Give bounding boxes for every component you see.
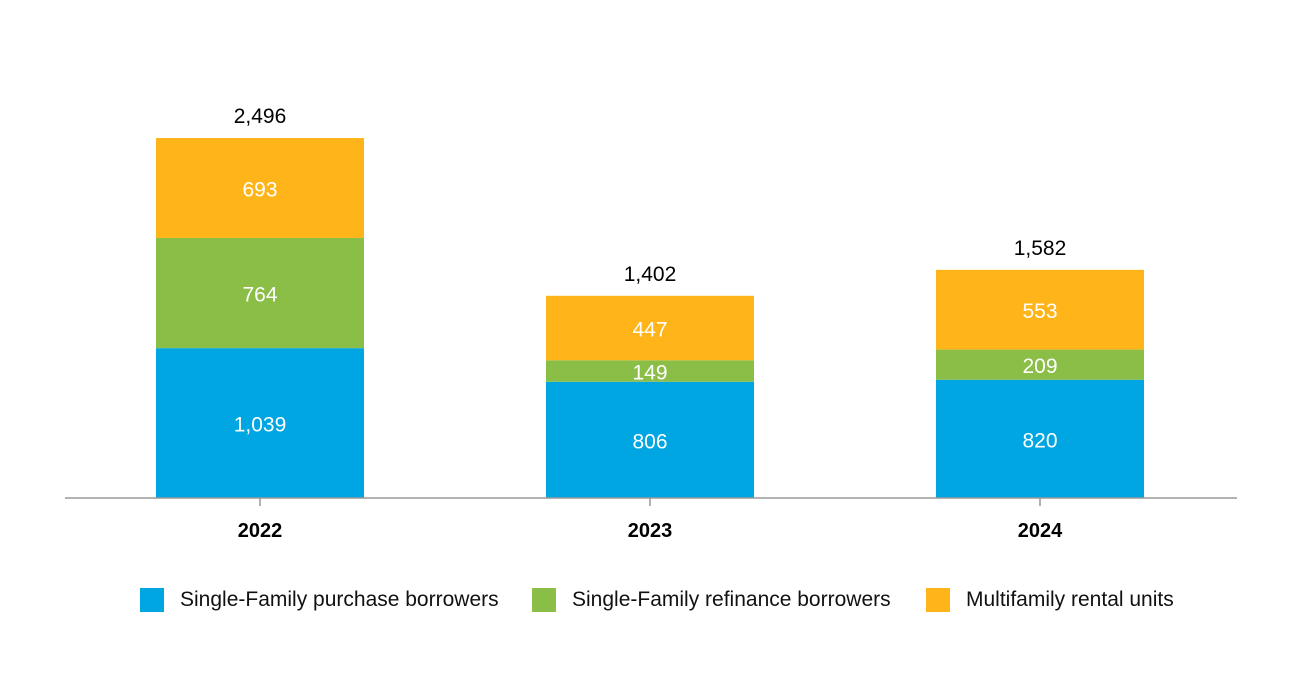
data-label-2023-2: 447 <box>632 319 667 342</box>
legend-swatch-refinance <box>532 588 556 612</box>
data-label-2024-2: 553 <box>1022 300 1057 323</box>
legend-item-refinance: Single-Family refinance borrowers <box>532 588 891 612</box>
bar-segment-2023-1 <box>546 360 754 382</box>
data-label-2022-0: 1,039 <box>234 414 287 437</box>
total-label-2022: 2,496 <box>234 105 287 128</box>
x-tick-label-2023: 2023 <box>628 520 673 542</box>
bar-segment-2022-1 <box>156 237 364 349</box>
data-label-2024-1: 209 <box>1022 355 1057 378</box>
legend-label-multifamily: Multifamily rental units <box>966 588 1174 611</box>
x-tick-label-2022: 2022 <box>238 520 283 542</box>
data-label-2022-1: 764 <box>242 284 277 307</box>
legend-item-multifamily: Multifamily rental units <box>926 588 1174 612</box>
total-label-2024: 1,582 <box>1014 237 1067 260</box>
bar-segment-2024-2 <box>936 269 1144 350</box>
data-label-2023-1: 149 <box>632 362 667 385</box>
legend: Single-Family purchase borrowers Single-… <box>0 588 1300 618</box>
total-label-2023: 1,402 <box>624 263 677 286</box>
x-tick-label-2024: 2024 <box>1018 520 1063 542</box>
bars-group <box>156 138 1144 498</box>
legend-swatch-multifamily <box>926 588 950 612</box>
bar-segment-2024-1 <box>936 349 1144 380</box>
bar-segment-2024-0 <box>936 379 1144 498</box>
bar-segment-2023-2 <box>546 295 754 361</box>
legend-label-purchase: Single-Family purchase borrowers <box>180 588 499 611</box>
labels-group: 1,039 764 693 2,496 2022 806 149 447 1,402 2023 82… <box>234 105 1067 542</box>
legend-swatch-purchase <box>140 588 164 612</box>
bar-segment-2022-0 <box>156 348 364 498</box>
data-label-2023-0: 806 <box>632 430 667 453</box>
x-axis-ticks <box>259 498 1041 506</box>
data-label-2024-0: 820 <box>1022 429 1057 452</box>
bar-segment-2022-2 <box>156 138 364 238</box>
stacked-bar-chart: 1,039 764 693 2,496 2022 806 149 447 1,402 2023 82… <box>65 105 1237 542</box>
legend-item-purchase: Single-Family purchase borrowers <box>140 588 499 612</box>
legend-label-refinance: Single-Family refinance borrowers <box>572 588 891 611</box>
bar-segment-2023-0 <box>546 381 754 498</box>
data-label-2022-2: 693 <box>242 178 277 201</box>
